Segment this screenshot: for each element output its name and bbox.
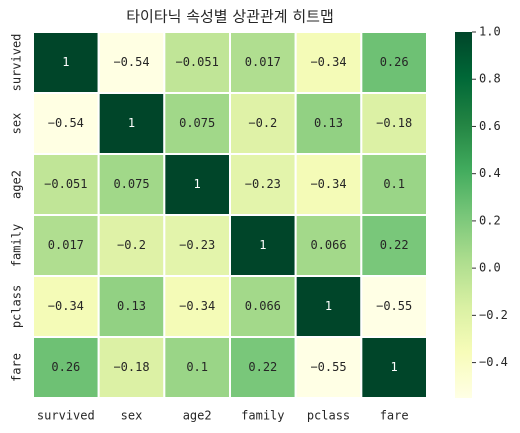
cell-label: −0.55 xyxy=(376,299,412,313)
colorbar-tick-label: 0.0 xyxy=(479,261,501,275)
y-tick-label: age2 xyxy=(10,170,24,199)
cell-label: 0.066 xyxy=(310,238,346,252)
cell-label: −0.34 xyxy=(310,55,346,69)
colorbar-tick-label: 1.0 xyxy=(479,25,501,39)
cell-label: 0.13 xyxy=(117,299,146,313)
cell-label: 0.017 xyxy=(245,55,281,69)
cell-label: 0.13 xyxy=(314,116,343,130)
cell-label: −0.2 xyxy=(248,116,277,130)
cell-label: 0.26 xyxy=(380,55,409,69)
heatmap-cell xyxy=(294,153,363,216)
heatmap-cell xyxy=(229,153,297,216)
cell-label: −0.55 xyxy=(310,360,346,374)
cell-label: −0.051 xyxy=(175,55,218,69)
cell-label: −0.051 xyxy=(44,177,87,191)
cell-label: 0.22 xyxy=(248,360,277,374)
heatmap-cell xyxy=(97,214,166,277)
cell-label: 0.22 xyxy=(380,238,409,252)
cell-label: 0.075 xyxy=(179,116,215,130)
cell-label: −0.18 xyxy=(376,116,412,130)
heatmap-cell xyxy=(229,336,297,399)
cell-label: 1 xyxy=(259,238,266,252)
cell-label: −0.23 xyxy=(245,177,281,191)
colorbar-tick-label: −0.2 xyxy=(479,308,508,322)
colorbar xyxy=(455,32,472,398)
x-tick-label: sex xyxy=(121,409,143,423)
cell-label: −0.54 xyxy=(113,55,149,69)
y-tick-label: fare xyxy=(10,353,24,382)
cell-label: 0.017 xyxy=(48,238,84,252)
cell-label: −0.34 xyxy=(179,299,215,313)
heatmap-cell xyxy=(294,214,363,277)
cell-label: 0.075 xyxy=(113,177,149,191)
cell-label: 1 xyxy=(128,116,135,130)
cell-label: −0.18 xyxy=(113,360,149,374)
cell-label: −0.54 xyxy=(48,116,84,130)
heatmap-cell xyxy=(294,275,363,338)
cell-label: 1 xyxy=(391,360,398,374)
heatmap-cell xyxy=(97,92,166,155)
cell-label: −0.2 xyxy=(117,238,146,252)
heatmap-cell xyxy=(360,336,429,399)
heatmap-cell xyxy=(97,153,166,216)
cell-label: 1 xyxy=(194,177,201,191)
heatmap-cell xyxy=(32,336,100,399)
heatmap-cell xyxy=(32,214,100,277)
heatmap-cell xyxy=(97,31,166,94)
heatmap-cell xyxy=(229,214,297,277)
cell-label: 1 xyxy=(325,299,332,313)
heatmap-cell xyxy=(163,214,231,277)
colorbar-tick-label: 0.6 xyxy=(479,119,501,133)
cell-label: −0.34 xyxy=(310,177,346,191)
colorbar-tick-label: 0.4 xyxy=(479,166,501,180)
heatmap-cell xyxy=(294,336,363,399)
cell-label: 0.1 xyxy=(383,177,405,191)
cell-label: −0.23 xyxy=(179,238,215,252)
cell-label: 0.066 xyxy=(245,299,281,313)
x-tick-label: pclass xyxy=(307,409,350,423)
x-tick-label: fare xyxy=(380,409,409,423)
colorbar-tick-label: −0.4 xyxy=(479,355,508,369)
y-tick-label: sex xyxy=(10,113,24,135)
cell-label: −0.34 xyxy=(48,299,84,313)
colorbar-tick-label: 0.8 xyxy=(479,72,501,86)
y-tick-label: survived xyxy=(10,34,24,92)
x-tick-label: survived xyxy=(37,409,95,423)
y-tick-label: pclass xyxy=(10,285,24,328)
y-tick-label: family xyxy=(10,224,24,267)
colorbar-tick-label: 0.2 xyxy=(479,213,501,227)
heatmap-cell xyxy=(360,31,429,94)
cell-label: 0.26 xyxy=(51,360,80,374)
heatmap-cell xyxy=(360,92,429,155)
x-tick-label: family xyxy=(241,409,284,423)
heatmap-cell xyxy=(360,275,429,338)
heatmap-cell xyxy=(360,153,429,216)
heatmap-cell xyxy=(32,31,100,94)
x-tick-label: age2 xyxy=(183,409,212,423)
cell-label: 0.1 xyxy=(186,360,208,374)
chart-title: 타이타닉 속성별 상관관계 히트맵 xyxy=(126,8,334,26)
heatmap-cell xyxy=(163,275,231,338)
cell-label: 1 xyxy=(62,55,69,69)
heatmap-cell xyxy=(360,214,429,277)
heatmap-cell xyxy=(229,92,297,155)
